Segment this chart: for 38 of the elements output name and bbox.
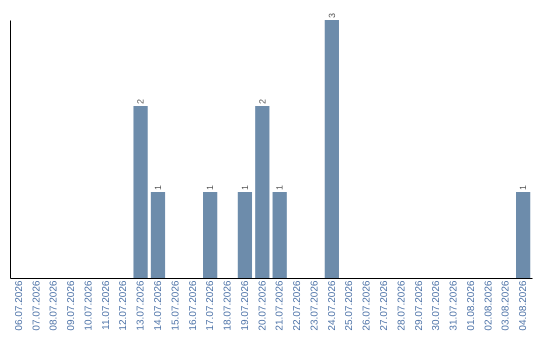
x-tick-label: 10.07.2026: [83, 280, 94, 331]
x-tick-label: 20.07.2026: [257, 280, 268, 331]
x-tick-label: 29.07.2026: [414, 280, 425, 331]
x-tick-label: 11.07.2026: [100, 280, 112, 330]
x-tick-label: 19.07.2026: [240, 280, 251, 331]
x-tick-label: 03.08.2026: [500, 280, 512, 331]
x-tick-label: 13.07.2026: [136, 280, 147, 331]
x-tick-label: 17.07.2026: [205, 280, 216, 331]
x-tick-label: 08.07.2026: [48, 280, 60, 331]
x-tick-label: 26.07.2026: [362, 280, 373, 331]
x-tick-label: 28.07.2026: [396, 280, 408, 331]
data-label: 1: [518, 184, 528, 190]
x-tick-label: 02.08.2026: [483, 280, 494, 331]
x-tick-label: 18.07.2026: [222, 280, 234, 331]
x-tick-label: 22.07.2026: [292, 280, 304, 331]
x-tick-label: 31.07.2026: [448, 280, 460, 331]
x-tick-label: 14.07.2026: [152, 280, 164, 331]
data-label: 1: [205, 184, 216, 190]
x-tick-label: 01.08.2026: [466, 280, 477, 331]
x-tick-label: 06.07.2026: [14, 280, 25, 331]
data-label: 1: [240, 184, 250, 190]
x-tick-label: 07.07.2026: [31, 280, 42, 331]
x-tick-label: 27.07.2026: [379, 280, 390, 331]
data-label: 3: [326, 12, 337, 18]
x-tick-label: 12.07.2026: [118, 280, 130, 331]
x-tick-label: 24.07.2026: [326, 280, 338, 331]
x-tick-label: 16.07.2026: [188, 280, 199, 331]
data-label: 1: [152, 184, 163, 190]
data-label: 2: [136, 98, 146, 104]
x-tick-label: 15.07.2026: [170, 280, 182, 331]
x-tick-label: 21.07.2026: [274, 280, 286, 331]
x-tick-label: 30.07.2026: [431, 280, 442, 331]
x-tick-label: 25.07.2026: [344, 280, 356, 331]
x-tick-label: 04.08.2026: [518, 280, 530, 331]
x-tick-label: 09.07.2026: [66, 280, 78, 331]
data-label: 1: [274, 184, 285, 190]
data-label: 2: [257, 98, 268, 104]
x-tick-label: 23.07.2026: [309, 280, 320, 331]
